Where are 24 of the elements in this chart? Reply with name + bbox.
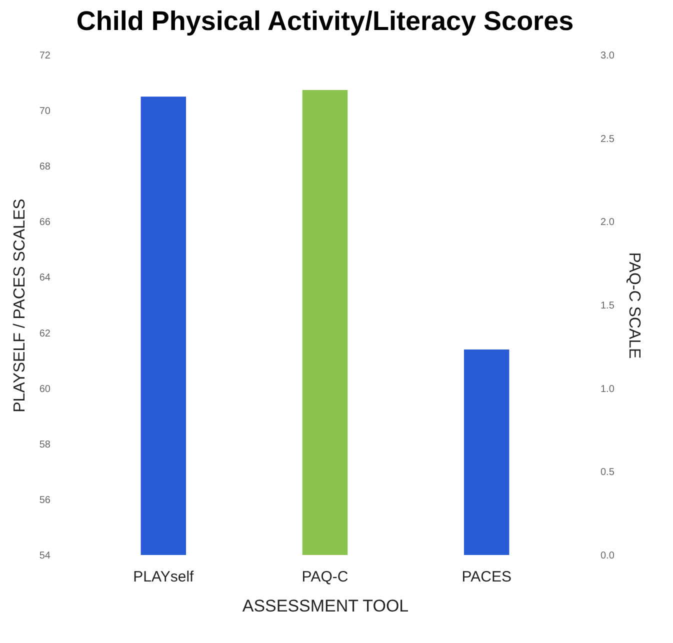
chart-title: Child Physical Activity/Literacy Scores <box>76 6 574 36</box>
y-tick-label: 62 <box>39 328 51 340</box>
y-tick-label: 66 <box>39 217 51 228</box>
y2-axis-title: PAQ-C SCALE <box>625 252 642 359</box>
y-tick-label: 56 <box>39 494 51 506</box>
y-tick-label: 72 <box>39 50 51 62</box>
x-tick-label: PAQ-C <box>302 568 348 586</box>
y-tick-label: 68 <box>39 162 51 173</box>
y2-tick-label: 1.0 <box>600 384 615 395</box>
y-axis-title: PLAYSELF / PACES SCALES <box>11 198 28 412</box>
y-tick-label: 58 <box>39 439 51 450</box>
x-tick-label: PACES <box>462 568 512 586</box>
y2-tick-label: 3.0 <box>600 50 615 62</box>
y2-tick-label: 0.5 <box>600 467 615 478</box>
x-tick-label: PLAYself <box>133 568 195 586</box>
y-tick-label: 60 <box>39 384 51 395</box>
y-tick-label: 70 <box>39 106 51 118</box>
y2-tick-label: 0.0 <box>600 550 615 562</box>
y2-tick-label: 2.0 <box>600 217 615 228</box>
y-tick-label: 64 <box>39 272 51 284</box>
y2-tick-label: 1.5 <box>600 300 615 312</box>
x-axis-title: ASSESSMENT TOOL <box>242 596 409 616</box>
y2-tick-label: 2.5 <box>600 134 615 145</box>
y-tick-label: 54 <box>39 550 51 562</box>
